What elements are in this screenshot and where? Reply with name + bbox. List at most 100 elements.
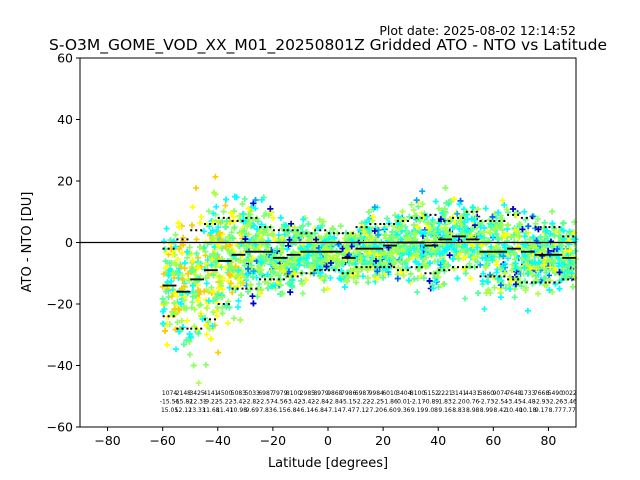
data-point — [415, 261, 422, 268]
data-point — [183, 337, 190, 344]
data-point — [397, 251, 404, 257]
bin-stat-label: 6.14 — [301, 407, 315, 414]
data-point — [202, 361, 209, 368]
bin-stat-label: 3425 — [189, 390, 204, 397]
data-point — [258, 196, 265, 203]
data-point — [198, 214, 205, 220]
data-point — [188, 267, 195, 274]
data-point — [338, 276, 345, 283]
data-point — [532, 272, 539, 279]
data-point — [354, 242, 361, 249]
data-point — [518, 283, 525, 290]
data-point — [400, 272, 407, 279]
data-point — [475, 290, 482, 297]
data-point — [390, 234, 397, 241]
data-point — [481, 306, 488, 312]
data-point — [163, 288, 169, 295]
data-point — [254, 218, 261, 225]
data-point — [516, 233, 523, 240]
data-point — [188, 304, 195, 311]
data-point — [320, 287, 327, 293]
data-point — [322, 273, 329, 280]
data-point — [209, 256, 216, 263]
data-point — [295, 257, 302, 264]
bin-stat-label: -3.42 — [300, 399, 316, 406]
bin-stat-label: 8.83 — [452, 407, 466, 414]
y-tick-label: 20 — [57, 174, 73, 189]
data-point — [258, 259, 265, 266]
data-point — [535, 259, 542, 266]
data-point — [226, 250, 233, 257]
data-point — [522, 216, 529, 223]
data-point — [306, 231, 313, 238]
data-point — [535, 226, 542, 233]
data-point — [202, 275, 209, 282]
x-tick-label: −60 — [149, 433, 175, 448]
data-point — [422, 263, 429, 270]
bin-stat-label: 3141 — [451, 390, 466, 397]
data-point — [310, 263, 317, 270]
data-point — [463, 227, 470, 234]
data-point — [170, 238, 177, 245]
data-point — [485, 279, 491, 286]
data-point — [223, 196, 229, 203]
data-point — [352, 234, 359, 241]
data-point — [289, 277, 296, 284]
data-point — [256, 255, 262, 262]
data-point — [512, 281, 519, 288]
data-point — [250, 274, 257, 281]
data-point — [418, 246, 425, 253]
bin-stat-label: -2.22 — [355, 399, 371, 406]
data-point — [452, 219, 459, 226]
data-point — [380, 274, 387, 281]
data-point — [399, 208, 406, 215]
data-point — [482, 264, 489, 271]
data-point — [556, 269, 563, 276]
data-point — [176, 328, 183, 335]
data-point — [566, 248, 573, 255]
bin-stat-label: -3.42 — [286, 399, 302, 406]
data-point — [455, 255, 462, 262]
data-point — [497, 282, 504, 289]
bin-stat-label: 9.69 — [246, 407, 260, 414]
bin-stat-label: 10.98 — [230, 407, 247, 414]
data-point — [237, 257, 244, 264]
data-point — [285, 243, 292, 250]
data-point — [395, 213, 402, 220]
data-point — [196, 261, 202, 267]
data-point — [205, 319, 212, 325]
bin-stat-label: 6.84 — [314, 407, 328, 414]
data-point — [560, 220, 567, 227]
data-point — [499, 216, 506, 223]
data-point — [511, 286, 518, 293]
data-point — [546, 287, 553, 294]
data-point — [369, 214, 376, 221]
data-point — [371, 204, 378, 211]
data-point — [466, 260, 473, 267]
data-point — [214, 304, 221, 311]
data-point — [526, 236, 533, 243]
data-point — [329, 225, 336, 232]
data-point — [397, 258, 404, 265]
data-point — [174, 319, 181, 326]
data-point — [521, 264, 528, 271]
data-point — [189, 299, 196, 306]
data-point — [511, 294, 518, 301]
data-point — [461, 266, 468, 272]
data-point — [421, 256, 428, 263]
bin-stat-label: 2985 — [300, 390, 315, 397]
data-point — [510, 232, 517, 238]
data-point — [393, 231, 400, 238]
data-point — [299, 240, 306, 247]
bin-stat-label: -2.54 — [492, 399, 508, 406]
data-point — [189, 203, 196, 210]
data-point — [208, 284, 215, 291]
data-point — [358, 235, 365, 242]
data-point — [475, 206, 481, 213]
bin-stat-label: 8100 — [286, 390, 301, 397]
bin-stat-label: -2.26 — [548, 399, 564, 406]
data-point — [315, 225, 322, 232]
x-tick-label: 40 — [430, 433, 446, 448]
data-point — [219, 310, 226, 317]
data-point — [230, 213, 237, 220]
